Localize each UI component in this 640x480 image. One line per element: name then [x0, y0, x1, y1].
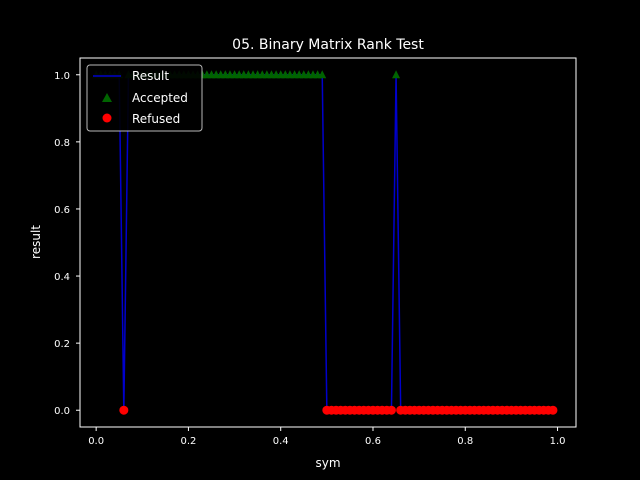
accepted-point — [392, 70, 401, 79]
y-tick-label: 0.2 — [54, 339, 70, 350]
legend-box — [86, 64, 203, 132]
refused-point — [386, 405, 396, 415]
x-tick-label: 0.0 — [88, 436, 104, 447]
legend-refused-marker — [102, 113, 112, 123]
y-tick-label: 0.6 — [54, 205, 70, 216]
legend-accepted-marker — [102, 93, 112, 102]
legend-refused-label: Refused — [132, 112, 180, 126]
x-tick-label: 0.2 — [180, 436, 196, 447]
x-tick-label: 0.4 — [273, 436, 289, 447]
refused-point — [119, 405, 129, 415]
y-axis-label: result — [29, 225, 43, 259]
legend-result-label: Result — [132, 69, 169, 83]
legend: Result Accepted Refused — [86, 64, 203, 132]
x-axis-label: sym — [315, 456, 340, 470]
y-tick-label: 0.8 — [54, 138, 70, 149]
x-tick-label: 0.6 — [365, 436, 381, 447]
accepted-point — [318, 70, 327, 79]
plot-frame — [79, 57, 577, 428]
x-axis: 0.0 0.2 0.4 0.6 0.8 1.0 — [88, 427, 565, 447]
y-tick-label: 1.0 — [54, 71, 70, 82]
x-tick-label: 0.8 — [457, 436, 473, 447]
chart-title: 05. Binary Matrix Rank Test — [232, 37, 424, 53]
refused-point — [548, 405, 558, 415]
x-tick-label: 1.0 — [550, 436, 566, 447]
y-axis: 0.0 0.2 0.4 0.6 0.8 1.0 — [54, 71, 80, 417]
y-tick-label: 0.0 — [54, 406, 70, 417]
y-tick-label: 0.4 — [54, 272, 70, 283]
legend-accepted-label: Accepted — [132, 91, 188, 105]
